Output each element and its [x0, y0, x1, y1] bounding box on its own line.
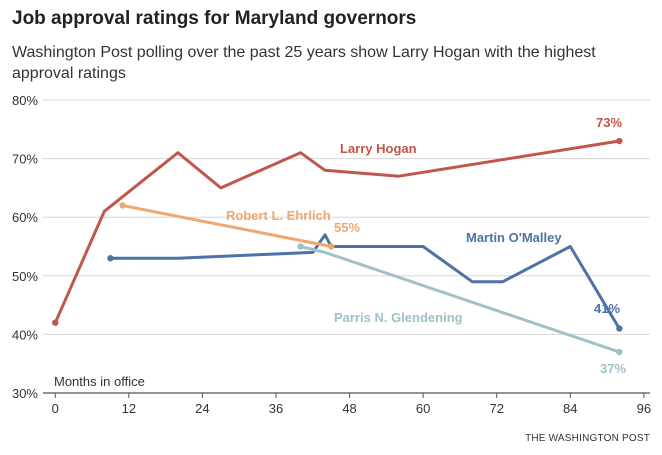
x-tick-label: 48: [342, 401, 356, 416]
x-tick-label: 0: [52, 401, 59, 416]
series-line-martin-o-malley: [108, 233, 621, 330]
y-tick-label: 30%: [12, 386, 38, 401]
y-tick-label: 50%: [12, 269, 38, 284]
end-value-label-robert-l-ehrlich: 55%: [334, 220, 360, 235]
end-value-label-larry-hogan: 73%: [596, 115, 622, 130]
y-tick-label: 80%: [12, 93, 38, 108]
series-start-point-larry-hogan: [52, 319, 59, 326]
series-line-larry-hogan: [53, 139, 621, 325]
series-start-point-martin-o-malley: [107, 255, 114, 262]
source-credit: THE WASHINGTON POST: [525, 433, 650, 444]
chart-subtitle: Washington Post polling over the past 25…: [12, 44, 596, 82]
y-tick-label: 60%: [12, 210, 38, 225]
series-label-robert-l-ehrlich: Robert L. Ehrlich: [226, 208, 331, 223]
x-axis-label: Months in office: [54, 374, 145, 389]
series-label-martin-o-malley: Martin O'Malley: [466, 230, 562, 245]
y-tick-label: 40%: [12, 327, 38, 342]
series-end-point-martin-o-malley: [616, 325, 623, 332]
series-end-point-larry-hogan: [616, 137, 623, 145]
x-tick-label: 96: [637, 401, 651, 416]
series-line-robert-l-ehrlich: [121, 204, 333, 248]
x-tick-label: 72: [489, 401, 503, 416]
series-end-point-robert-l-ehrlich: [327, 243, 335, 250]
x-tick-label: 36: [269, 401, 283, 416]
end-value-label-martin-o-malley: 41%: [594, 301, 620, 316]
end-value-label-parris-n-glendening: 37%: [600, 361, 626, 376]
series-label-parris-n-glendening: Parris N. Glendening: [334, 310, 463, 325]
x-tick-label: 12: [122, 401, 136, 416]
y-tick-label: 70%: [12, 152, 38, 167]
series-label-larry-hogan: Larry Hogan: [340, 141, 417, 156]
x-tick-label: 60: [416, 401, 430, 416]
series-end-point-parris-n-glendening: [616, 348, 623, 356]
x-tick-label: 84: [563, 401, 577, 416]
x-tick-label: 24: [195, 401, 209, 416]
series-start-point-robert-l-ehrlich: [119, 202, 126, 209]
chart-title: Job approval ratings for Maryland govern…: [12, 8, 417, 29]
series-start-point-parris-n-glendening: [297, 243, 304, 250]
series-line-parris-n-glendening: [299, 245, 621, 354]
